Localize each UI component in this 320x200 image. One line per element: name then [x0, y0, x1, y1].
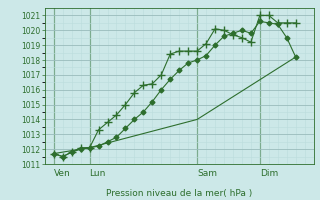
Text: Lun: Lun [90, 169, 106, 178]
Text: Pression niveau de la mer( hPa ): Pression niveau de la mer( hPa ) [106, 189, 252, 198]
Text: Sam: Sam [197, 169, 217, 178]
Text: Ven: Ven [54, 169, 70, 178]
Text: Dim: Dim [260, 169, 278, 178]
